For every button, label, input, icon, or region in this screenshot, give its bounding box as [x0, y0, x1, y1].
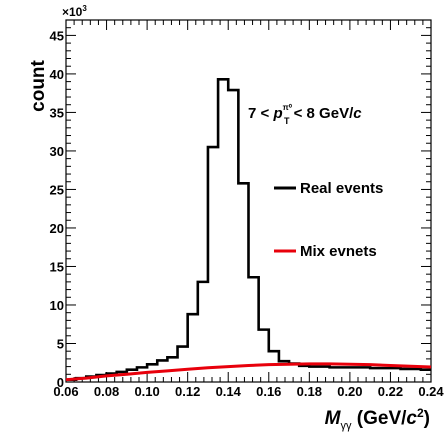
series-mix-events-line: [65, 362, 432, 382]
y-tick-label: 10: [50, 298, 64, 313]
plot-frame: [65, 19, 432, 383]
y-tick-labels: 0 5 10 15 20 25 30 35 40 45: [50, 28, 64, 390]
legend: Real events Mix evnets: [274, 180, 383, 260]
y-tick-label: 35: [50, 105, 64, 120]
x-tick-label: 0.16: [256, 384, 281, 399]
y-tick-label: 5: [57, 336, 64, 351]
y-tick-label: 45: [50, 28, 64, 43]
x-tick-label: 0.08: [94, 384, 119, 399]
legend-label-real: Real events: [300, 180, 383, 197]
series-layer: [65, 78, 432, 382]
x-tick-label: 0.18: [297, 384, 322, 399]
y-tick-label: 30: [50, 144, 64, 159]
x-tick-label: 0.22: [378, 384, 403, 399]
x-tick-label: 0.12: [175, 384, 200, 399]
x-tick-label: 0.06: [53, 384, 78, 399]
x-tick-labels: 0.06 0.08 0.10 0.12 0.14 0.16 0.18 0.20 0.22 0.24: [53, 384, 444, 399]
x-tick-label: 0.10: [134, 384, 159, 399]
y-tick-label: 0: [57, 375, 64, 390]
legend-label-mix: Mix evnets: [300, 243, 377, 260]
y-tick-label: 25: [50, 182, 64, 197]
x-tick-label: 0.24: [418, 384, 444, 399]
series-real-events-line: [66, 78, 431, 381]
y-multiplier: ×103: [62, 4, 87, 19]
kinematic-range-annotation: 7 < pπ⁰ T < 8 GeV/c: [248, 103, 362, 126]
x-axis-title: Mγγ (GeV/c2): [325, 406, 430, 432]
y-tick-label: 20: [50, 221, 64, 236]
axis-ticks: [65, 19, 432, 383]
y-axis-title: count: [28, 59, 49, 111]
y-tick-label: 15: [50, 259, 64, 274]
y-tick-label: 40: [50, 67, 64, 82]
x-tick-label: 0.20: [337, 384, 362, 399]
x-tick-label: 0.14: [216, 384, 242, 399]
